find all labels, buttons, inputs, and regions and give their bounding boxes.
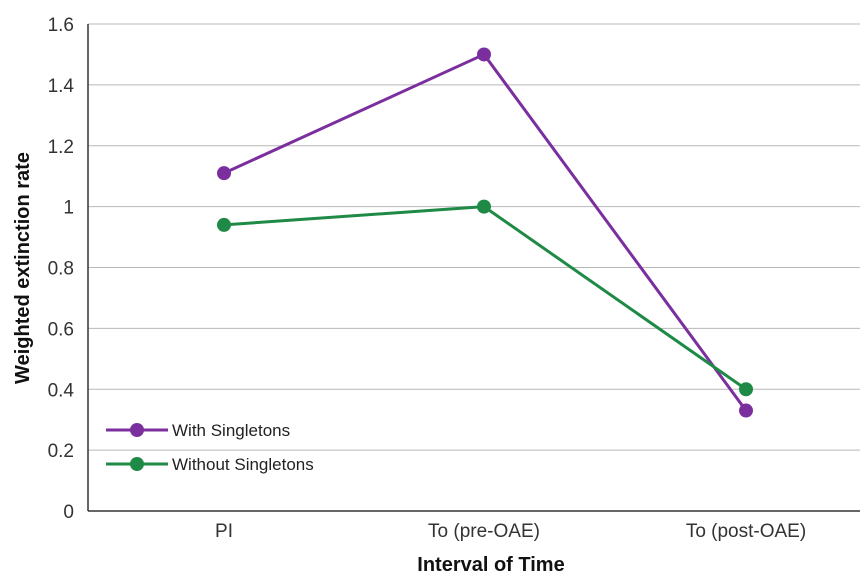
y-tick-labels: 0 0.2 0.4 0.6 0.8 1 1.2 1.4 1.6	[48, 15, 75, 523]
y-tick-label: 1.6	[48, 15, 74, 36]
y-tick-label: 0.2	[48, 441, 74, 462]
data-point	[217, 217, 231, 232]
data-point	[477, 199, 491, 214]
legend-label: Without Singletons	[172, 455, 314, 474]
data-point	[477, 47, 491, 62]
legend-swatch-marker	[130, 457, 144, 471]
y-tick-label: 0.4	[48, 380, 75, 401]
legend-swatch-marker	[130, 423, 144, 437]
series-line	[223, 52, 748, 412]
x-tick-label: To (post-OAE)	[686, 521, 806, 542]
x-tick-label: To (pre-OAE)	[428, 521, 540, 542]
series	[217, 47, 753, 418]
y-axis-title: Weighted extinction rate	[12, 152, 34, 384]
data-point	[739, 403, 753, 418]
data-point	[739, 382, 753, 397]
x-tick-labels: PI To (pre-OAE) To (post-OAE)	[215, 521, 806, 542]
series-line	[223, 205, 747, 391]
y-tick-label: 0	[63, 502, 74, 523]
x-axis-title: Interval of Time	[417, 554, 564, 575]
y-tick-label: 1.4	[48, 76, 75, 97]
y-tick-label: 1	[63, 198, 74, 219]
x-tick-label: PI	[215, 521, 233, 542]
data-point	[217, 166, 231, 181]
y-tick-label: 1.2	[48, 137, 74, 158]
y-tick-label: 0.8	[48, 259, 74, 280]
y-tick-label: 0.6	[48, 319, 74, 340]
axes	[87, 24, 860, 512]
legend: With Singletons Without Singletons	[106, 421, 314, 474]
legend-label: With Singletons	[172, 421, 290, 440]
